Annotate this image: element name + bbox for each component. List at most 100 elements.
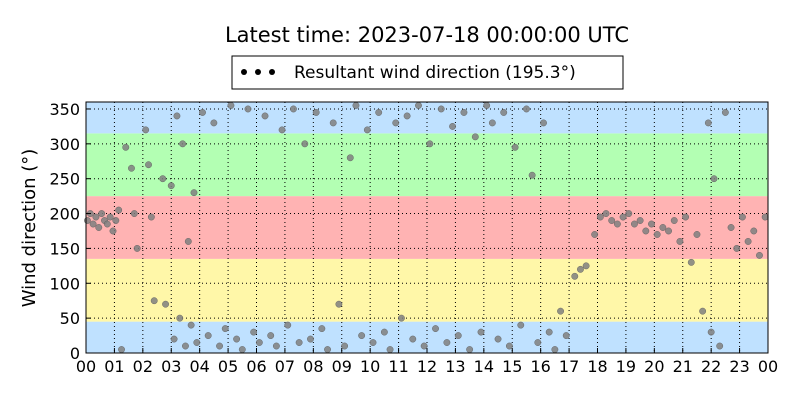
point [534, 339, 542, 346]
point [159, 175, 167, 183]
point [420, 342, 428, 350]
point [233, 335, 241, 343]
point [267, 332, 275, 339]
x-tick-label: 00 [758, 357, 778, 376]
point [386, 346, 394, 353]
point [437, 105, 445, 113]
x-tick-label: 13 [445, 357, 465, 376]
legend-label: Resultant wind direction (195.3°) [294, 63, 576, 83]
point [341, 342, 348, 350]
point [150, 297, 158, 305]
point [761, 213, 769, 221]
x-tick-label: 17 [559, 357, 579, 376]
point [727, 224, 735, 231]
point [173, 112, 181, 120]
point [190, 189, 198, 197]
point [682, 213, 689, 221]
point [608, 217, 616, 224]
point [704, 119, 712, 127]
point [707, 328, 715, 336]
x-tick-label: 07 [275, 357, 295, 376]
point [216, 342, 223, 350]
point [261, 112, 269, 120]
point [204, 332, 212, 339]
point [187, 321, 195, 329]
x-tick-label: 20 [644, 357, 664, 376]
point [278, 126, 286, 134]
point [109, 227, 117, 235]
point [511, 143, 519, 151]
point [721, 109, 729, 116]
point [545, 328, 553, 336]
point [193, 339, 201, 346]
x-tick-label: 03 [161, 357, 181, 376]
point [665, 227, 672, 235]
point [443, 339, 451, 346]
x-tick-label: 16 [530, 357, 550, 376]
point [483, 102, 491, 109]
point [625, 210, 633, 217]
point [176, 314, 184, 322]
point [523, 105, 530, 113]
point [577, 265, 584, 273]
point [670, 217, 678, 224]
plot-frame [85, 101, 769, 354]
axes: 00 01 02 03 04 05 06 07 08 09 10 11 12 13 14 15 16 17 18 19… [49, 100, 778, 376]
point [466, 346, 474, 353]
point [642, 227, 650, 235]
point [687, 258, 695, 266]
y-tick-label: 250 [49, 170, 80, 189]
point [95, 224, 103, 231]
point [693, 231, 701, 238]
point [227, 102, 235, 109]
point [415, 102, 422, 109]
chart-title: Latest time: 2023-07-18 00:00:00 UTC [225, 23, 629, 47]
x-tick-label: 14 [474, 357, 494, 376]
x-tick-label: 18 [587, 357, 607, 376]
point [562, 332, 570, 339]
point [369, 339, 377, 346]
point [162, 300, 169, 308]
point [716, 342, 724, 350]
point [142, 126, 150, 134]
point [329, 119, 337, 127]
point [184, 238, 192, 245]
point [145, 161, 152, 169]
point [403, 112, 411, 120]
legend: Resultant wind direction (195.3°) [231, 55, 624, 90]
point [636, 217, 644, 224]
legend-marker [269, 69, 275, 75]
point [596, 213, 604, 221]
point [84, 217, 91, 224]
point [571, 272, 579, 280]
x-tick-label: 12 [417, 357, 437, 376]
y-tick-label: 300 [49, 135, 80, 154]
x-tick-label: 05 [218, 357, 238, 376]
point [170, 335, 178, 343]
point [290, 105, 297, 113]
point [426, 140, 434, 148]
point [324, 346, 331, 353]
point [582, 262, 590, 270]
point [528, 171, 536, 179]
point [648, 220, 655, 228]
point [409, 335, 417, 343]
point [255, 339, 263, 346]
point [739, 213, 746, 221]
x-tick-label: 00 [76, 357, 96, 376]
point [699, 307, 707, 315]
point [540, 119, 547, 127]
x-tick-label: 04 [189, 357, 209, 376]
point [517, 321, 525, 329]
point [128, 164, 135, 172]
point [106, 213, 114, 221]
point [733, 245, 741, 252]
point [335, 300, 343, 308]
point [272, 342, 280, 350]
point [312, 109, 320, 116]
points [84, 102, 769, 353]
point [98, 210, 106, 217]
point [284, 321, 292, 329]
point [494, 335, 502, 343]
point [619, 213, 627, 221]
